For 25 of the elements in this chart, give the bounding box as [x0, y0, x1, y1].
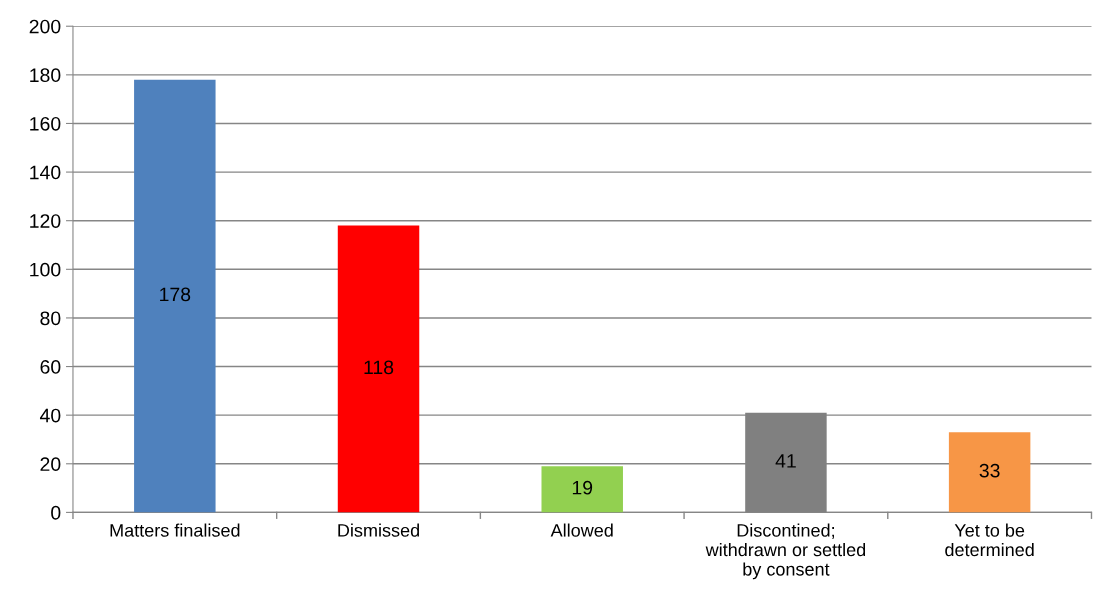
y-tick-label: 80 — [40, 311, 61, 326]
data-label: 19 — [572, 480, 593, 495]
data-label: 178 — [160, 287, 191, 302]
x-tick-label: Matters finalised — [110, 523, 240, 537]
x-tick-label: Dismissed — [338, 523, 419, 537]
x-tick-label: Discontined; withdrawn or settled by consent — [705, 523, 866, 580]
y-tick-label: 160 — [30, 116, 61, 131]
y-tick-label: 20 — [40, 457, 61, 472]
y-tick-label: 200 — [29, 19, 61, 34]
data-label: 118 — [364, 360, 394, 375]
y-tick-label: 180 — [30, 68, 61, 83]
data-label: 33 — [979, 463, 1000, 478]
x-tick-label: Allowed — [550, 523, 613, 537]
x-tick-label: Yet to be determined — [945, 523, 1034, 557]
bar — [134, 79, 216, 513]
y-tick-label: 140 — [30, 165, 61, 180]
y-tick-label: 100 — [30, 262, 61, 277]
y-tick-label: 120 — [30, 214, 61, 228]
y-tick-label: 0 — [51, 505, 61, 520]
bar — [948, 432, 1031, 513]
bar — [337, 225, 420, 513]
y-tick-label: 60 — [40, 360, 61, 374]
bar — [541, 466, 623, 513]
data-label: 41 — [775, 454, 796, 468]
y-tick-label: 40 — [39, 408, 61, 423]
